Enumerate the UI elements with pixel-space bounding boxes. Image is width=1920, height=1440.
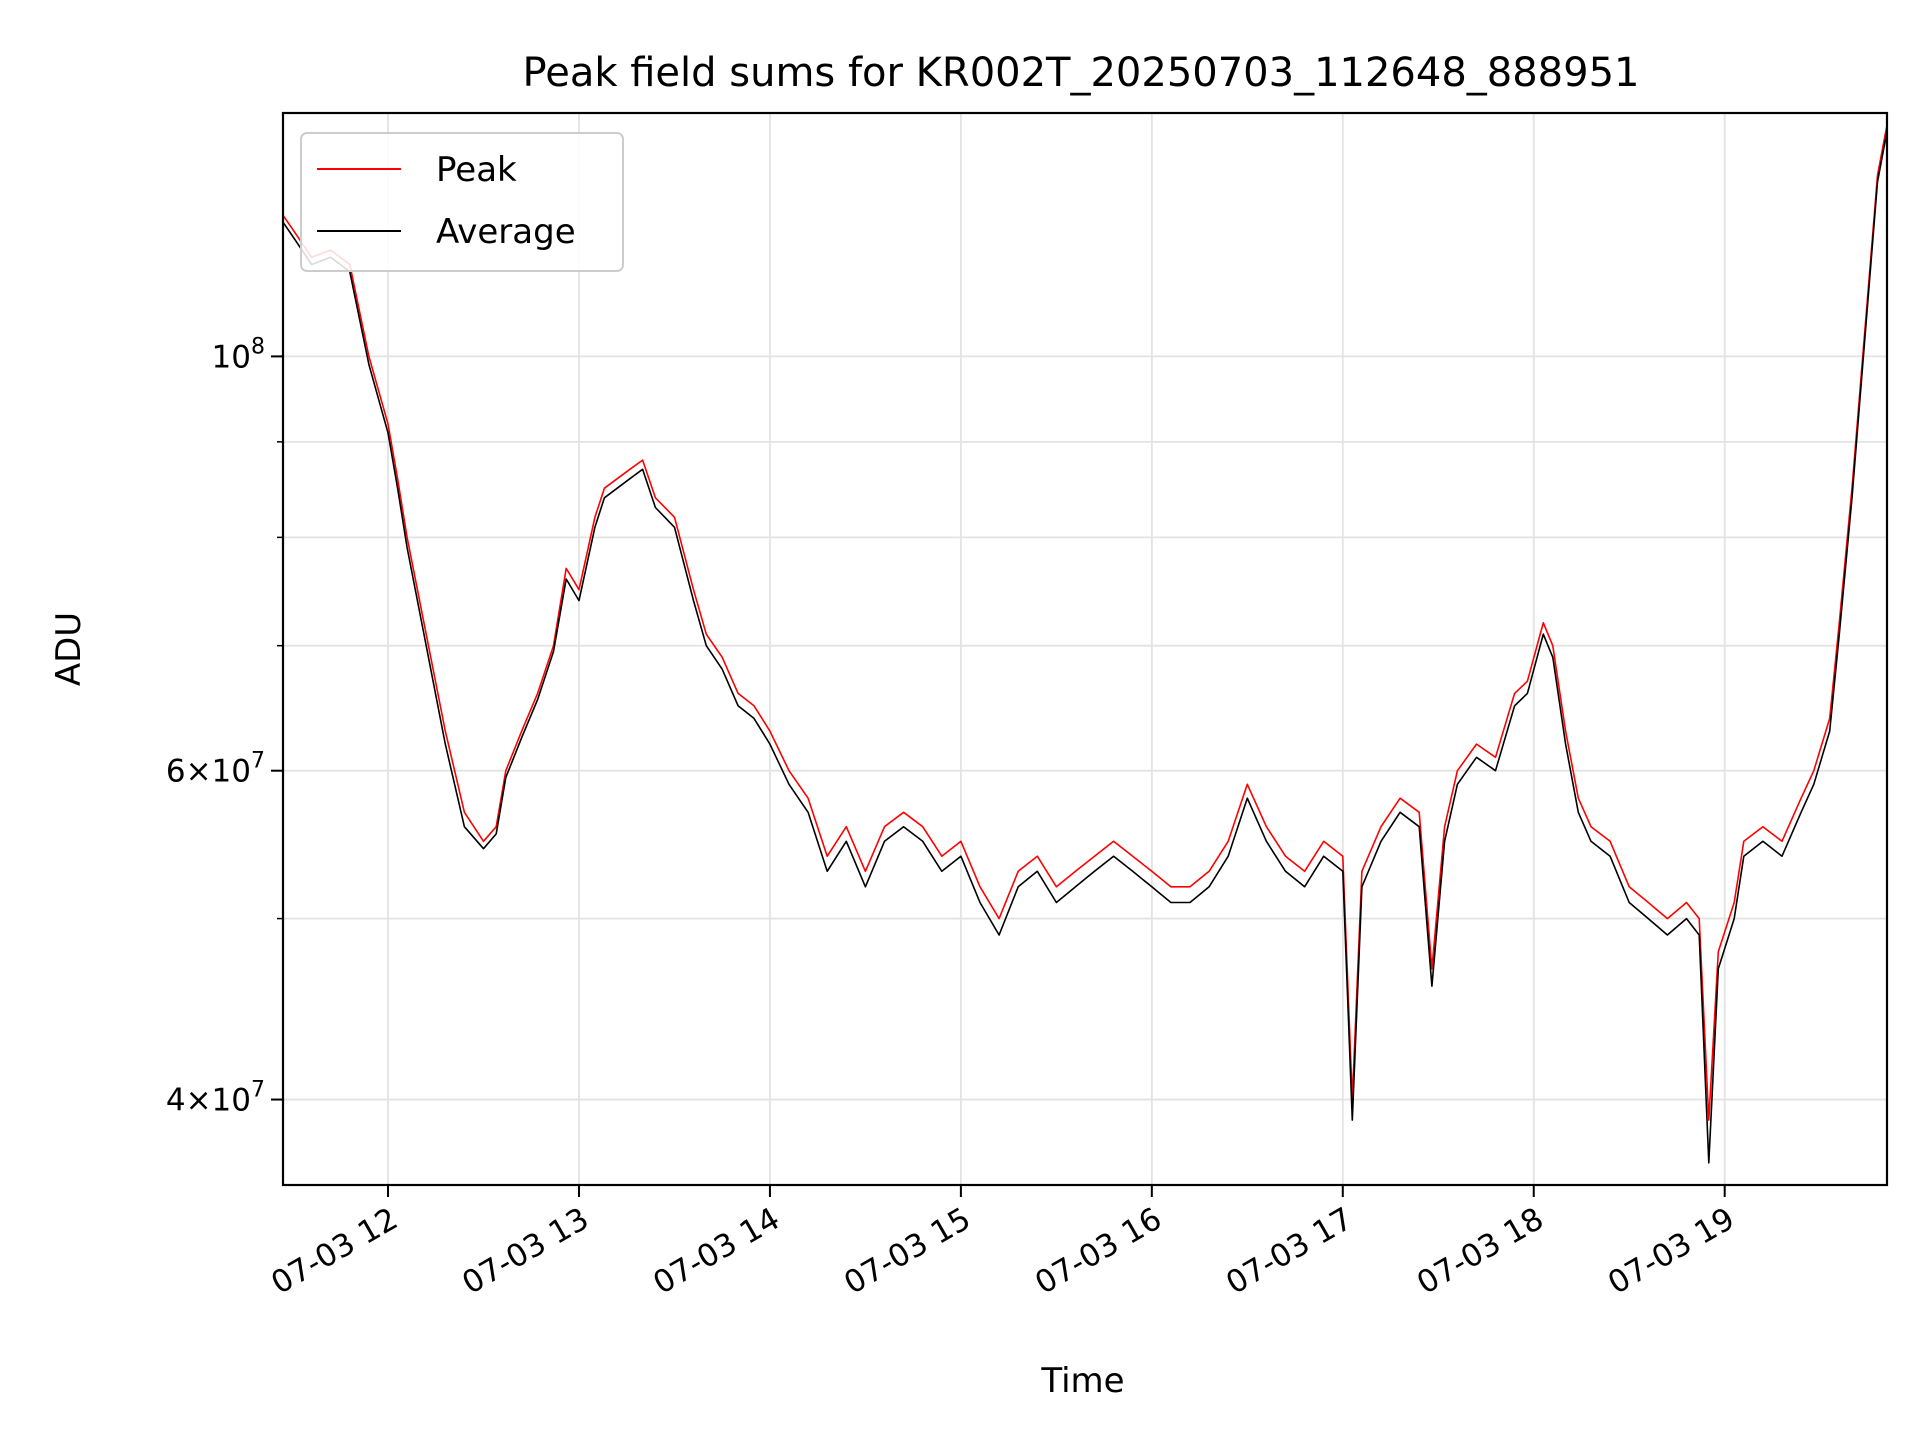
grid-lines (283, 113, 1887, 1185)
y-tick-exponent: 7 (251, 749, 265, 774)
y-tick-mantissa: 4 (166, 1083, 186, 1119)
series-line-average (282, 131, 1888, 1164)
y-tick-label: 108 (212, 334, 265, 375)
y-tick-times: × (186, 754, 212, 790)
x-axis-label: Time (1040, 1361, 1124, 1401)
legend-box (300, 132, 624, 272)
series-line-peak (282, 124, 1888, 1121)
y-tick-label: 4×107 (166, 1078, 265, 1119)
series-lines (282, 124, 1888, 1164)
y-tick-exponent: 8 (251, 334, 265, 359)
chart-title: Peak field sums for KR002T_20250703_1126… (523, 50, 1640, 96)
legend-label-peak: Peak (436, 150, 517, 190)
y-tick-label: 6×107 (166, 749, 265, 790)
y-tick-base: 10 (212, 339, 251, 375)
y-tick-exponent: 7 (251, 1078, 265, 1103)
y-tick-base: 10 (212, 1083, 251, 1119)
plot-frame (281, 111, 1889, 1187)
y-tick-base: 10 (212, 754, 251, 790)
legend-label-average: Average (436, 212, 576, 252)
y-tick-mantissa: 6 (166, 754, 186, 790)
y-tick-times: × (186, 1083, 212, 1119)
y-axis-label: ADU (49, 612, 89, 686)
legend: Peak Average (300, 132, 624, 272)
